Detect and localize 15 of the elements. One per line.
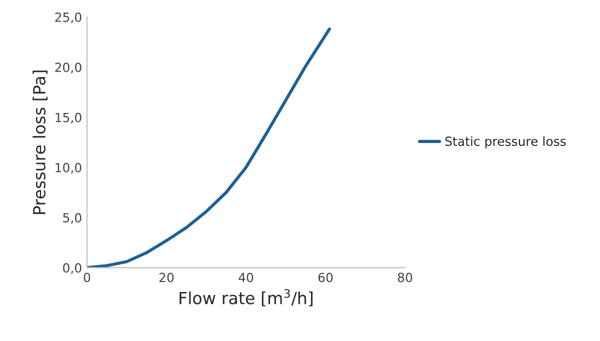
x-axis-title: Flow rate [m$^{3}$/h] xyxy=(180,289,313,306)
legend-label: Static pressure loss xyxy=(445,136,566,148)
x-tick-label: 60 xyxy=(318,272,333,282)
y-axis-title: Pressure loss [Pa] xyxy=(32,70,48,214)
x-tick-label: 20 xyxy=(159,272,174,282)
y-tick-label: 5,0 xyxy=(63,213,82,224)
x-tick-label: 40 xyxy=(238,272,254,282)
x-tick-label: 80 xyxy=(398,272,412,282)
y-tick-label: 15,0 xyxy=(56,112,82,124)
x-tick-label: 0 xyxy=(84,272,90,282)
y-tick-label: 10,0 xyxy=(56,162,82,174)
y-tick-label: 20,0 xyxy=(55,62,82,74)
line-series xyxy=(87,28,332,268)
y-tick-label: 0,0 xyxy=(63,263,82,274)
y-tick-label: 25,0 xyxy=(55,12,82,24)
